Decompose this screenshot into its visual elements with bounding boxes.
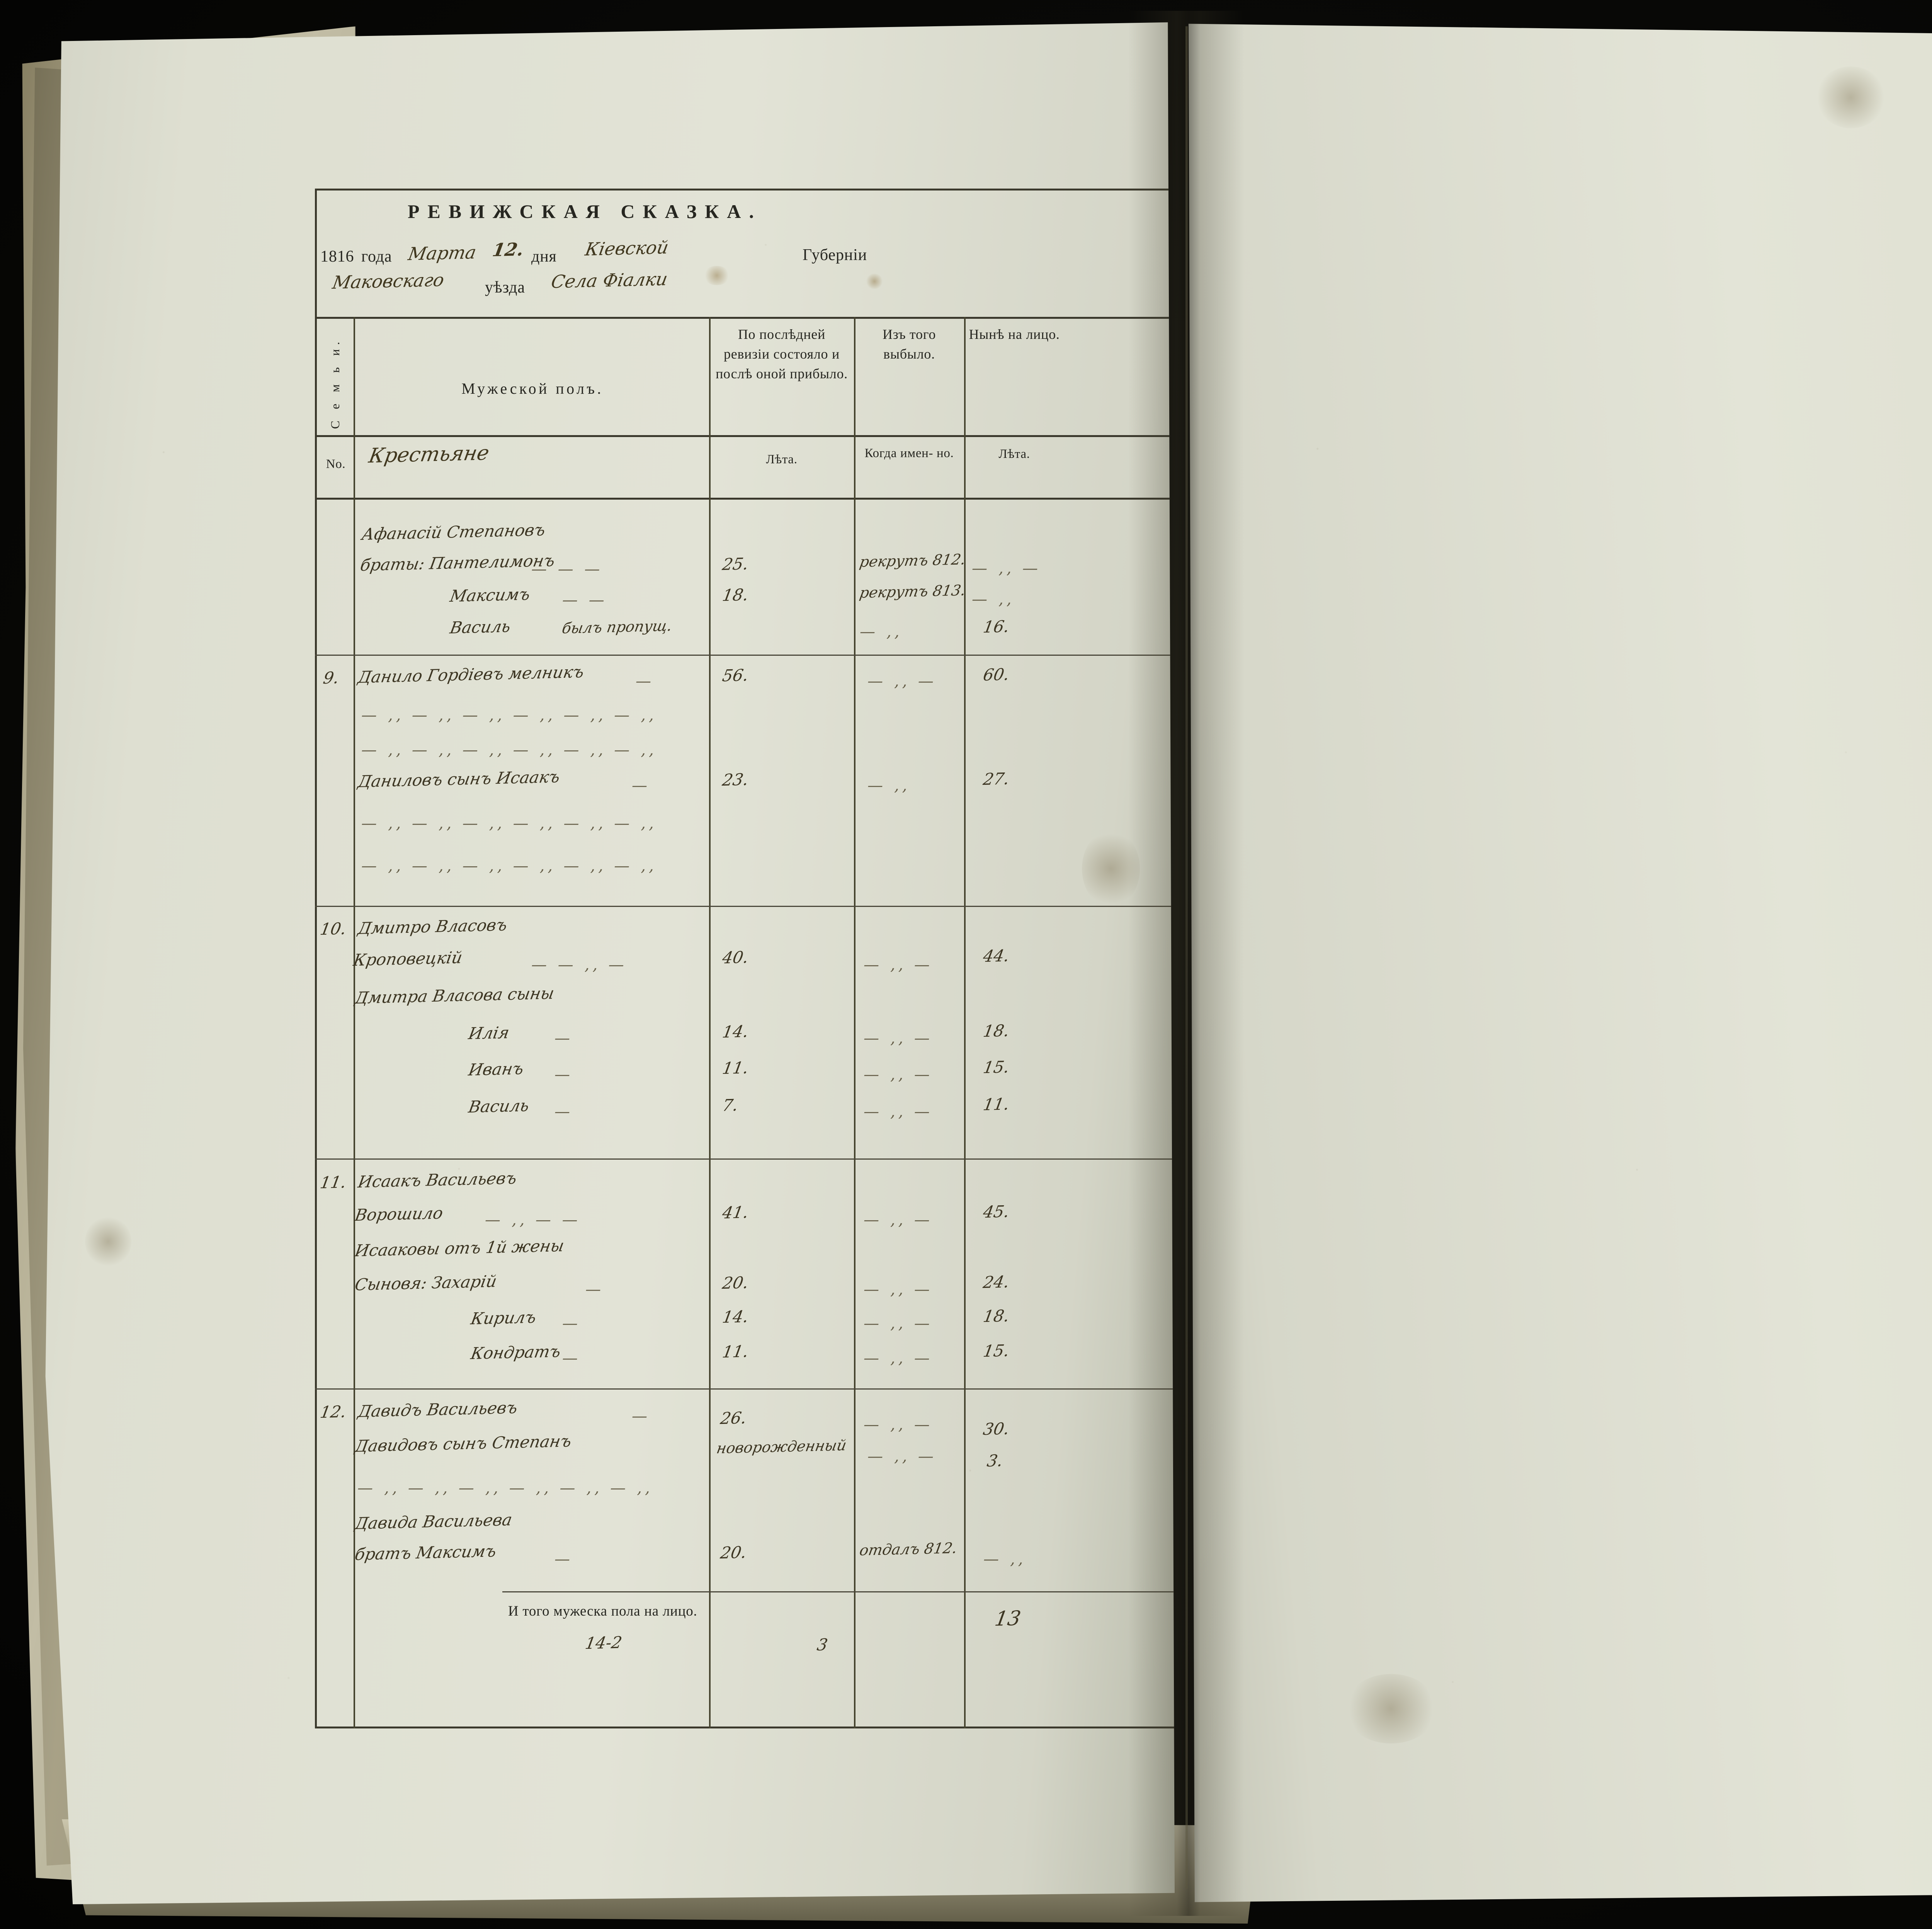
rule-family-sep (315, 655, 1175, 656)
row-prev: 7. (721, 1095, 740, 1115)
row-prev: 41. (721, 1203, 750, 1223)
row-name: братъ Максимъ (353, 1541, 498, 1564)
subhead-class-handwritten: Крестьяне (367, 441, 491, 468)
colhead-previous-revision: По послѣдней ревизіи состояло и послѣ он… (716, 327, 848, 382)
row-name: Иванъ (467, 1059, 525, 1080)
row-out: отдалъ 812. (858, 1539, 959, 1559)
subhead-years-prev: Лѣта. (766, 452, 798, 466)
lead-dnya: дня (531, 248, 557, 265)
lead-day-handwritten: 12. (491, 238, 526, 261)
subhead-when: Когда имен- но. (864, 446, 954, 460)
row-prev: 25. (721, 554, 750, 574)
rule-col-prev (709, 317, 711, 1728)
colhead-departed: Изъ того выбыло. (882, 327, 936, 362)
row-prev: 40. (721, 947, 750, 968)
row-now: 60. (981, 665, 1011, 685)
row-out: рекрутъ 813. (858, 582, 967, 602)
row-name: Кондратъ (469, 1342, 562, 1363)
foxing-stain (1816, 66, 1886, 128)
row-prev: новорожденный (715, 1436, 848, 1457)
row-now: 45. (981, 1202, 1011, 1222)
row-prev: 20. (719, 1543, 748, 1563)
lead-gubernii: Губерніи (803, 246, 867, 264)
colhead-present: Нынѣ на лицо. (969, 327, 1060, 342)
row-prev: 26. (719, 1408, 748, 1428)
rule-family-sep (315, 1388, 1175, 1390)
lead-uezd-handwritten: Маковскаго (331, 269, 446, 293)
footer-hand-right: 13 (993, 1607, 1023, 1631)
right-leaf: 63 28 РЕВИЖСКАЯ СКАЗКА. 1816 года (1188, 24, 1932, 1902)
lead-guberniya-handwritten: Кіевской (583, 236, 670, 260)
rule-header-sep (315, 317, 1175, 319)
row-name: Давидъ Васильевъ (356, 1398, 519, 1421)
rule-col-family (354, 317, 355, 1728)
colhead-male-sex: Мужеской полъ. (461, 380, 604, 397)
row-family-no: 10. (318, 919, 348, 939)
row-prev: 20. (721, 1273, 750, 1293)
row-name: Ворошило (353, 1203, 445, 1225)
row-now: 15. (981, 1057, 1011, 1077)
row-prev: 11. (721, 1058, 750, 1078)
row-name: Кирилъ (469, 1307, 538, 1329)
row-now: 3. (985, 1451, 1005, 1471)
row-prev: 14. (721, 1307, 750, 1327)
rule-colhead-sep (315, 435, 1175, 437)
row-name: Василь (467, 1096, 531, 1117)
lead-month-handwritten: Марта (406, 242, 478, 265)
rule-subhead-sep (315, 498, 1175, 500)
rule-col-now (964, 317, 966, 1728)
row-now: 11. (981, 1094, 1011, 1114)
row-prev: 14. (721, 1022, 750, 1042)
rule-family-sep (315, 1158, 1175, 1160)
row-now: 44. (981, 946, 1011, 966)
row-prev: 23. (721, 770, 750, 790)
left-leaf: РЕВИЖСКАЯ СКАЗКА. 1816 года Марта 12. дн… (45, 22, 1175, 1904)
row-now: 24. (981, 1272, 1011, 1292)
row-prev: 11. (721, 1342, 750, 1362)
rule-col-out (854, 317, 855, 1728)
row-family-no: 12. (318, 1402, 348, 1422)
subhead-years-now: Лѣта. (998, 447, 1030, 461)
foxing-stain (85, 1216, 131, 1267)
row-now: 30. (981, 1419, 1011, 1439)
row-name: Давида Васильева (353, 1510, 514, 1533)
row-now: 18. (981, 1306, 1011, 1326)
row-now: 18. (981, 1021, 1011, 1041)
row-name: Илія (467, 1023, 511, 1043)
row-name: Сыновя: Захарій (353, 1271, 498, 1295)
colhead-family: С е м ь и. (328, 337, 342, 429)
lead-year: 1816 (320, 248, 354, 265)
row-name: Максимъ (448, 584, 532, 606)
lead-selo-handwritten: Села Фіалки (549, 268, 669, 293)
row-now: 27. (981, 769, 1011, 789)
row-out: рекрутъ 812. (858, 551, 967, 571)
row-prev: былъ пропущ. (561, 617, 673, 637)
footer-male-total-label: И того мужеска пола на лицо. (508, 1603, 697, 1619)
footer-hand-left: 14-2 (583, 1633, 624, 1653)
row-now: 16. (981, 617, 1011, 637)
foxing-stain (1345, 1674, 1437, 1744)
lead-goda: года (361, 248, 392, 265)
spine-crease (1185, 26, 1188, 1889)
table-border (315, 189, 1175, 1728)
open-book: РЕВИЖСКАЯ СКАЗКА. 1816 года Марта 12. дн… (15, 3, 1932, 1924)
row-prev: 18. (721, 585, 750, 605)
row-name: Дмитро Власовъ (356, 915, 509, 938)
subhead-number: No. (326, 457, 346, 471)
rule-footer-sep (502, 1591, 1175, 1592)
left-form-table: РЕВИЖСКАЯ СКАЗКА. 1816 года Марта 12. дн… (315, 189, 1175, 1728)
row-name: Кроповецкій (352, 948, 464, 970)
row-name: Василь (448, 617, 512, 638)
row-family-no: 9. (321, 668, 341, 688)
row-prev: 56. (721, 665, 750, 686)
lead-uezda: уѣзда (485, 279, 525, 296)
row-now: 15. (981, 1341, 1011, 1361)
row-family-no: 11. (318, 1172, 348, 1192)
row-name: Исаакъ Васильевъ (356, 1168, 519, 1192)
rule-family-sep (315, 906, 1175, 907)
page-title: РЕВИЖСКАЯ СКАЗКА. (408, 201, 762, 222)
